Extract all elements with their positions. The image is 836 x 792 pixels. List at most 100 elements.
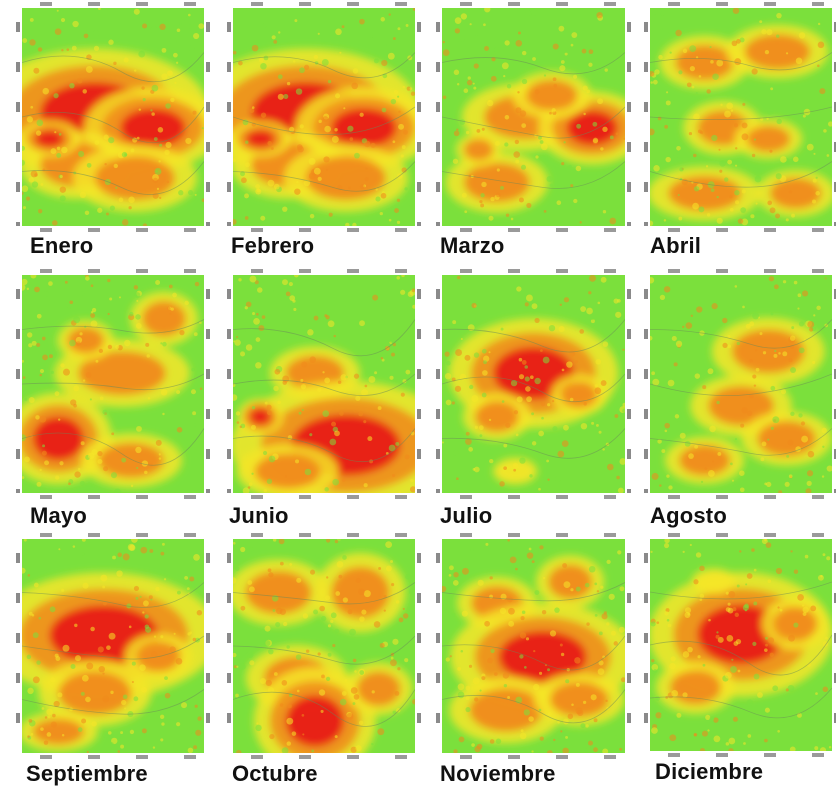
- raster-speckle: [597, 72, 604, 79]
- raster-speckle: [116, 570, 123, 577]
- raster-speckle: [176, 28, 181, 32]
- raster-speckle: [445, 399, 452, 406]
- raster-speckle: [549, 630, 557, 637]
- raster-speckle: [465, 685, 471, 691]
- raster-speckle: [484, 45, 489, 51]
- raster-speckle: [767, 637, 775, 644]
- raster-speckle: [142, 98, 146, 102]
- raster-speckle: [22, 38, 28, 43]
- raster-speckle: [742, 102, 746, 106]
- raster-speckle: [709, 46, 712, 49]
- heat-region: [32, 416, 84, 461]
- raster-speckle: [710, 188, 715, 192]
- raster-speckle: [688, 131, 693, 136]
- raster-speckle: [465, 438, 472, 445]
- raster-speckle: [788, 474, 793, 479]
- raster-speckle: [739, 487, 745, 493]
- raster-speckle: [322, 371, 325, 374]
- raster-speckle: [657, 116, 662, 121]
- raster-speckle: [268, 572, 274, 578]
- raster-speckle: [695, 91, 698, 95]
- raster-speckle: [512, 462, 519, 469]
- raster-speckle: [817, 41, 825, 49]
- raster-speckle: [533, 649, 536, 653]
- raster-speckle: [699, 747, 706, 751]
- raster-speckle: [588, 565, 596, 573]
- raster-speckle: [152, 177, 159, 184]
- raster-speckle: [742, 305, 745, 309]
- raster-speckle: [483, 23, 486, 27]
- boundary-line: [650, 373, 832, 397]
- raster-speckle: [540, 349, 543, 353]
- raster-speckle: [663, 219, 667, 222]
- raster-speckle: [769, 207, 776, 214]
- raster-speckle: [722, 342, 728, 349]
- raster-speckle: [687, 646, 693, 653]
- raster-speckle: [188, 45, 195, 52]
- raster-speckle: [570, 588, 574, 592]
- raster-speckle: [442, 600, 447, 607]
- raster-speckle: [732, 8, 740, 14]
- raster-speckle: [521, 78, 528, 85]
- raster-speckle: [395, 441, 400, 446]
- raster-speckle: [289, 562, 293, 566]
- raster-speckle: [570, 43, 574, 47]
- raster-speckle: [247, 580, 253, 585]
- raster-speckle: [42, 291, 49, 297]
- raster-speckle: [308, 172, 316, 180]
- raster-speckle: [161, 47, 167, 53]
- map-septiembre: [16, 533, 210, 759]
- raster-speckle: [659, 294, 666, 301]
- raster-speckle: [696, 306, 703, 313]
- raster-speckle: [353, 373, 360, 379]
- raster-speckle: [256, 722, 259, 725]
- map-tick-border-bottom: [22, 228, 204, 232]
- raster-speckle: [233, 665, 237, 669]
- raster-speckle: [712, 73, 719, 80]
- raster-speckle: [268, 648, 274, 655]
- raster-speckle: [806, 143, 814, 151]
- raster-speckle: [393, 89, 399, 95]
- raster-speckle: [457, 666, 462, 671]
- raster-speckle: [612, 450, 617, 455]
- raster-speckle: [518, 197, 524, 203]
- raster-speckle: [598, 660, 604, 666]
- raster-speckle: [176, 61, 179, 64]
- raster-speckle: [412, 304, 415, 309]
- raster-speckle: [525, 10, 532, 17]
- raster-speckle: [540, 143, 548, 151]
- raster-speckle: [286, 741, 292, 746]
- raster-speckle: [359, 112, 364, 117]
- raster-speckle: [160, 738, 164, 742]
- raster-speckle: [160, 551, 165, 556]
- raster-speckle: [505, 422, 511, 428]
- raster-speckle: [388, 218, 392, 222]
- raster-speckle: [59, 174, 63, 179]
- raster-speckle: [464, 354, 471, 361]
- map-tick-border-right: [627, 8, 631, 226]
- raster-speckle: [121, 219, 129, 226]
- raster-speckle: [762, 351, 767, 355]
- raster-speckle: [565, 679, 570, 684]
- raster-speckle: [546, 750, 553, 753]
- raster-speckle: [22, 284, 26, 291]
- raster-speckle: [454, 28, 461, 34]
- raster-speckle: [663, 286, 671, 293]
- raster-speckle: [751, 153, 756, 158]
- raster-speckle: [784, 481, 790, 487]
- heat-region: [463, 162, 530, 203]
- raster-speckle: [717, 452, 722, 456]
- raster-speckle: [506, 84, 512, 89]
- raster-speckle: [400, 392, 405, 397]
- raster-speckle: [475, 314, 482, 321]
- raster-speckle: [454, 385, 462, 392]
- raster-speckle: [678, 216, 683, 221]
- raster-speckle: [789, 746, 796, 751]
- raster-speckle: [157, 127, 164, 133]
- raster-speckle: [274, 297, 282, 304]
- raster-speckle: [541, 416, 544, 420]
- raster-speckle: [558, 25, 565, 32]
- raster-speckle: [339, 411, 344, 416]
- raster-speckle: [233, 219, 237, 225]
- raster-speckle: [255, 362, 262, 369]
